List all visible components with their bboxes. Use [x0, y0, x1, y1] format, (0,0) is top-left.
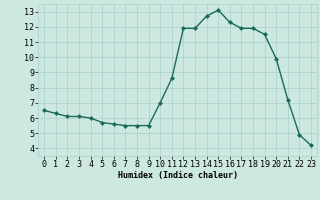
- X-axis label: Humidex (Indice chaleur): Humidex (Indice chaleur): [118, 171, 238, 180]
